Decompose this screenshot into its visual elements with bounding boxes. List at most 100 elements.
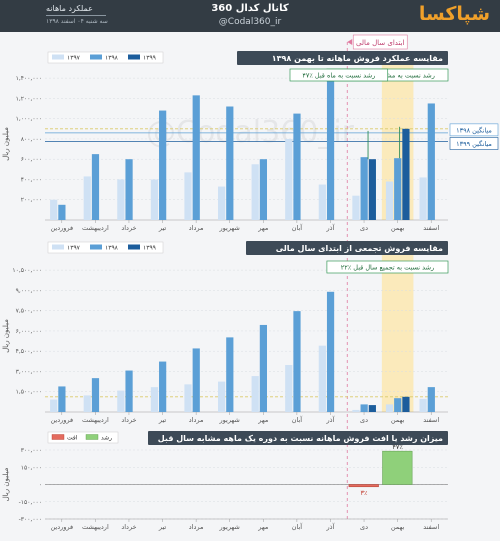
- bar: [192, 95, 200, 220]
- chart-title: مقایسه عملکرد فروش ماهانه تا بهمن ۱۳۹۸: [272, 54, 443, 64]
- x-tick-label: مهر: [257, 416, 268, 424]
- bar: [251, 376, 259, 412]
- x-tick-label: آبان: [292, 415, 304, 424]
- y-tick-label: ۱,۰۰۰,۰۰۰: [16, 116, 42, 123]
- legend-swatch: [90, 54, 102, 60]
- mean-label-box: [449, 137, 499, 150]
- header-divider: [46, 15, 106, 16]
- bar: [394, 158, 402, 220]
- x-tick-label: آذر: [326, 223, 336, 232]
- bar: [217, 381, 226, 412]
- bar: [184, 172, 192, 220]
- x-tick-label: مهر: [257, 224, 268, 232]
- fiscal-year-label-box: [352, 34, 408, 50]
- chart-panel-3: -۳۰۰,۰۰۰ -۱۵۰,۰۰۰ ۰ ۱۵۰,۰۰۰ ۳۰۰,۰۰۰ میلیون ری…: [2, 431, 448, 531]
- bar: [394, 398, 402, 412]
- x-tick-label: بهمن: [391, 523, 405, 531]
- x-tick-label: اردیبهشت: [82, 416, 109, 424]
- x-tick-label: اردیبهشت: [82, 523, 109, 531]
- report-label: عملکرد ماهانه: [46, 4, 93, 13]
- annotation-box: [289, 68, 389, 82]
- bar: [285, 138, 293, 220]
- bar: [91, 154, 100, 220]
- y-axis-label: میلیون ریال: [2, 127, 10, 161]
- bar: [326, 77, 335, 220]
- channel-handle: @Codal360_ir: [218, 17, 282, 27]
- bar: [159, 110, 167, 220]
- y-tick-label: ۱,۲۰۰,۰۰۰: [16, 95, 42, 102]
- bar: [50, 399, 58, 412]
- bar: [352, 195, 360, 220]
- x-tick-label: دی: [360, 416, 368, 424]
- bar: [91, 378, 100, 412]
- bar: [125, 159, 133, 220]
- bar: [385, 404, 394, 412]
- x-tick-label: فروردین: [50, 224, 73, 232]
- legend-swatch: [90, 244, 102, 250]
- y-tick-label: ۶۰۰,۰۰۰: [21, 156, 42, 163]
- bar: [368, 159, 376, 220]
- x-tick-label: آبان: [292, 522, 304, 531]
- chart-title-box: [246, 241, 448, 255]
- chart-title: میزان رشد یا افت فروش ماهانه نسبت به دور…: [158, 434, 443, 444]
- chart-title-box: [148, 431, 448, 445]
- x-tick-label: مرداد: [189, 523, 204, 531]
- legend-swatch: [51, 434, 65, 440]
- x-tick-label: بهمن: [391, 416, 405, 424]
- bar: [360, 157, 368, 220]
- x-tick-label: دی: [360, 523, 368, 531]
- bar: [184, 384, 192, 412]
- bar: [226, 337, 234, 412]
- y-tick-label: ۳,۰۰۰,۰۰۰: [16, 368, 42, 375]
- y-tick-label: ۶,۰۰۰,۰۰۰: [16, 328, 42, 335]
- x-tick-label: فروردین: [50, 523, 73, 531]
- bar: [50, 199, 58, 220]
- x-tick-label: خرداد: [121, 416, 136, 424]
- bar: [293, 113, 301, 220]
- y-tick-label: ۱,۵۰۰,۰۰۰: [16, 389, 42, 396]
- legend-swatch: [128, 54, 140, 60]
- x-tick-label: شهریور: [219, 224, 240, 232]
- legend-label: رشد: [101, 435, 112, 442]
- legend-label: ۱۳۹۷: [67, 55, 81, 62]
- x-tick-label: دی: [360, 224, 368, 232]
- legend-label: ۱۳۹۹: [143, 55, 156, 62]
- y-tick-label: ۱۵۰,۰۰۰: [21, 464, 42, 471]
- bar: [427, 387, 435, 412]
- legend-label: ۱۳۹۸: [105, 55, 119, 62]
- bar: [251, 164, 259, 220]
- bar: [382, 450, 413, 485]
- y-tick-label: ۱,۴۰۰,۰۰۰: [16, 75, 42, 82]
- bar: [402, 396, 410, 412]
- chart-title-box: [237, 51, 448, 65]
- y-tick-label: ۱۰,۵۰۰,۰۰۰: [12, 267, 42, 274]
- annotation-text: ۲۲٪ رشد نسبت به تجمیع سال قبل: [341, 264, 434, 272]
- brand-logo: شپاکسا: [418, 3, 490, 25]
- x-tick-label: مرداد: [189, 224, 204, 232]
- bar: [150, 179, 159, 220]
- legend-swatch: [52, 244, 64, 250]
- y-tick-label: ۲۰۰,۰۰۰: [21, 197, 42, 204]
- legend-swatch: [128, 244, 140, 250]
- legend-label: افت: [67, 435, 78, 442]
- bar: [125, 370, 133, 412]
- bar: [419, 398, 427, 412]
- bar: [58, 386, 66, 412]
- bar: [402, 128, 410, 220]
- bar: [83, 395, 91, 412]
- y-axis-label: میلیون ریال: [2, 467, 10, 501]
- bar: [259, 159, 267, 220]
- bar: [192, 348, 200, 412]
- y-axis-label: میلیون ریال: [2, 319, 10, 353]
- data-label: ۳٪: [361, 489, 368, 497]
- legend-label: ۱۳۹۸: [105, 245, 119, 252]
- x-tick-label: تیر: [158, 224, 167, 232]
- y-tick-label: ۰: [39, 482, 42, 489]
- mean-label-box: [449, 123, 499, 137]
- fiscal-year-label: ابتدای سال مالی: [356, 39, 405, 47]
- bar: [117, 390, 125, 412]
- x-tick-label: تیر: [158, 416, 167, 424]
- y-tick-label: -۱۵۰,۰۰۰: [19, 499, 42, 506]
- annotation-text: ۴۷٪ رشد نسبت به ماه قبل: [302, 72, 375, 80]
